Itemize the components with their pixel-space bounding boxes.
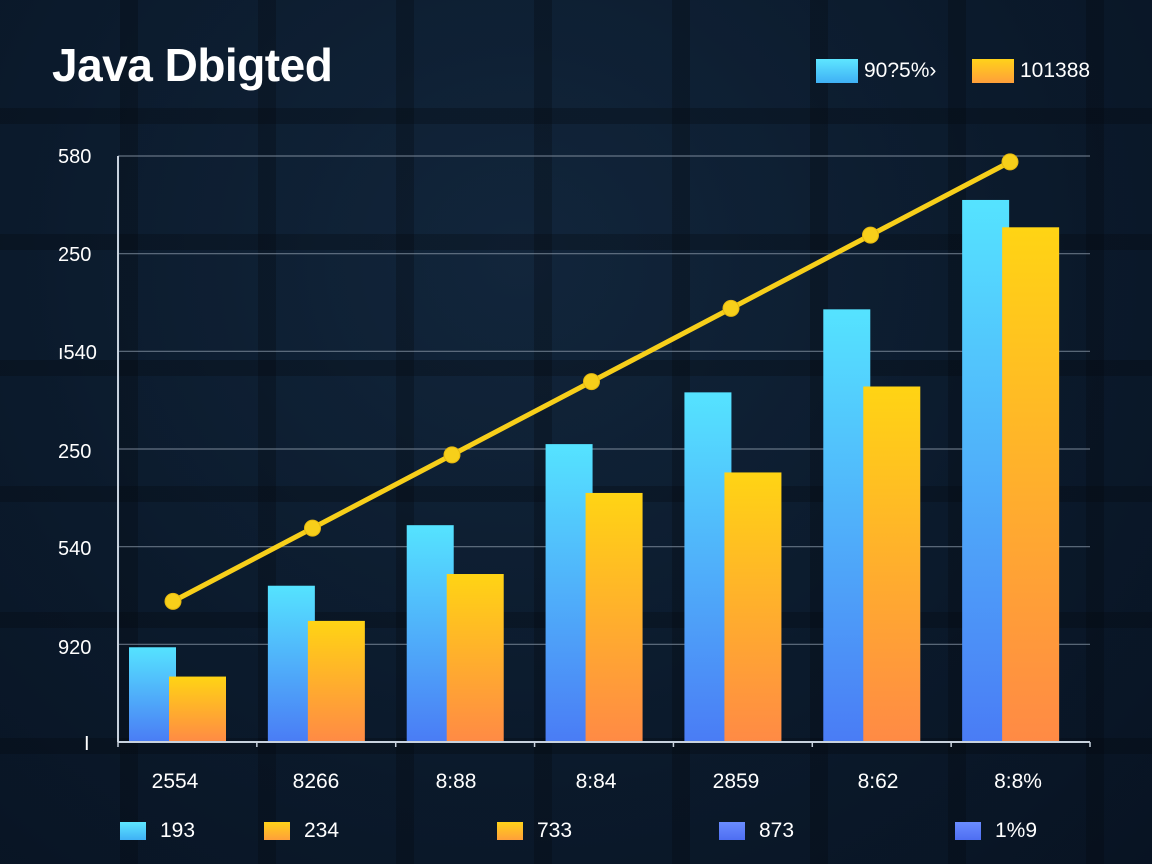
bottom-legend-entry: 193 xyxy=(120,819,196,842)
bar-gold xyxy=(307,620,365,742)
bar-gold xyxy=(724,472,782,742)
legend-label-gold: 101388 xyxy=(1020,59,1091,82)
legend-label-cyan: 90?5%› xyxy=(864,59,937,82)
bottom-legend-label: 733 xyxy=(537,819,573,842)
bar-cyan xyxy=(545,444,593,742)
y-tick-label: 920 xyxy=(58,637,91,659)
trend-point xyxy=(164,592,182,610)
trend-point xyxy=(443,446,461,464)
x-tick-label: 8:62 xyxy=(858,770,899,793)
bottom-legend-label: 234 xyxy=(304,819,340,842)
y-tick-label: 540 xyxy=(58,538,91,560)
x-tick-label: 8:88 xyxy=(436,770,477,793)
y-tick-label: ı540 xyxy=(58,342,97,364)
bottom-legend-label: 1%9 xyxy=(995,819,1038,842)
bars xyxy=(129,199,1060,743)
bar-cyan xyxy=(129,647,176,742)
y-axis-ticks: 580 250 ı540 250 540 920 I xyxy=(58,146,97,755)
y-tick-label: I xyxy=(84,733,90,755)
trend-point xyxy=(722,299,740,317)
bottom-legend-label: 193 xyxy=(160,819,196,842)
y-tick-label: 250 xyxy=(58,244,91,266)
x-axis-tick-marks xyxy=(117,742,1091,747)
bottom-legend-entry: 733 xyxy=(497,819,573,842)
bar-gold xyxy=(1002,227,1060,743)
bar-cyan xyxy=(684,392,732,742)
bar-gold xyxy=(863,386,921,742)
bottom-legend-label: 873 xyxy=(759,819,795,842)
bar-cyan xyxy=(962,199,1010,742)
trend-point xyxy=(862,226,879,244)
x-tick-label: 2554 xyxy=(152,770,199,793)
legend-entry-cyan: 90?5%› xyxy=(816,58,936,84)
legend-swatch-cyan xyxy=(816,59,858,83)
bar-gold xyxy=(585,492,643,742)
x-axis-ticks: 2554 8266 8:88 8:84 2859 8:62 8:8% xyxy=(152,770,1042,793)
trend-point xyxy=(1001,153,1019,171)
bottom-legend-entry: 873 xyxy=(719,819,795,842)
bottom-legend-swatch xyxy=(120,822,146,840)
x-tick-label: 8:8% xyxy=(994,770,1042,793)
bar-gold xyxy=(446,574,504,742)
x-tick-label: 2859 xyxy=(713,770,760,793)
bottom-legend-swatch xyxy=(719,822,745,840)
bar-cyan xyxy=(406,525,454,742)
y-tick-label: 250 xyxy=(58,441,91,463)
bottom-legend-swatch xyxy=(955,822,981,840)
legend-entry-gold: 101388 xyxy=(972,58,1090,84)
y-tick-label: 580 xyxy=(58,146,91,168)
bottom-legend-swatch xyxy=(497,822,523,840)
bar-gold xyxy=(169,676,226,742)
bottom-legend-swatch xyxy=(264,822,290,840)
trend-point xyxy=(583,373,600,391)
x-tick-label: 8:84 xyxy=(576,770,617,793)
chart-title: Java Dbigted xyxy=(52,39,333,91)
x-tick-label: 8266 xyxy=(293,770,340,793)
bar-cyan xyxy=(267,585,315,742)
bottom-legend-entry: 234 xyxy=(264,819,340,842)
bottom-legend-entry: 1%9 xyxy=(955,819,1038,842)
trend-line-group xyxy=(164,153,1019,610)
legend-swatch-gold xyxy=(972,59,1014,83)
trend-point xyxy=(304,519,321,537)
bar-cyan xyxy=(823,309,871,742)
